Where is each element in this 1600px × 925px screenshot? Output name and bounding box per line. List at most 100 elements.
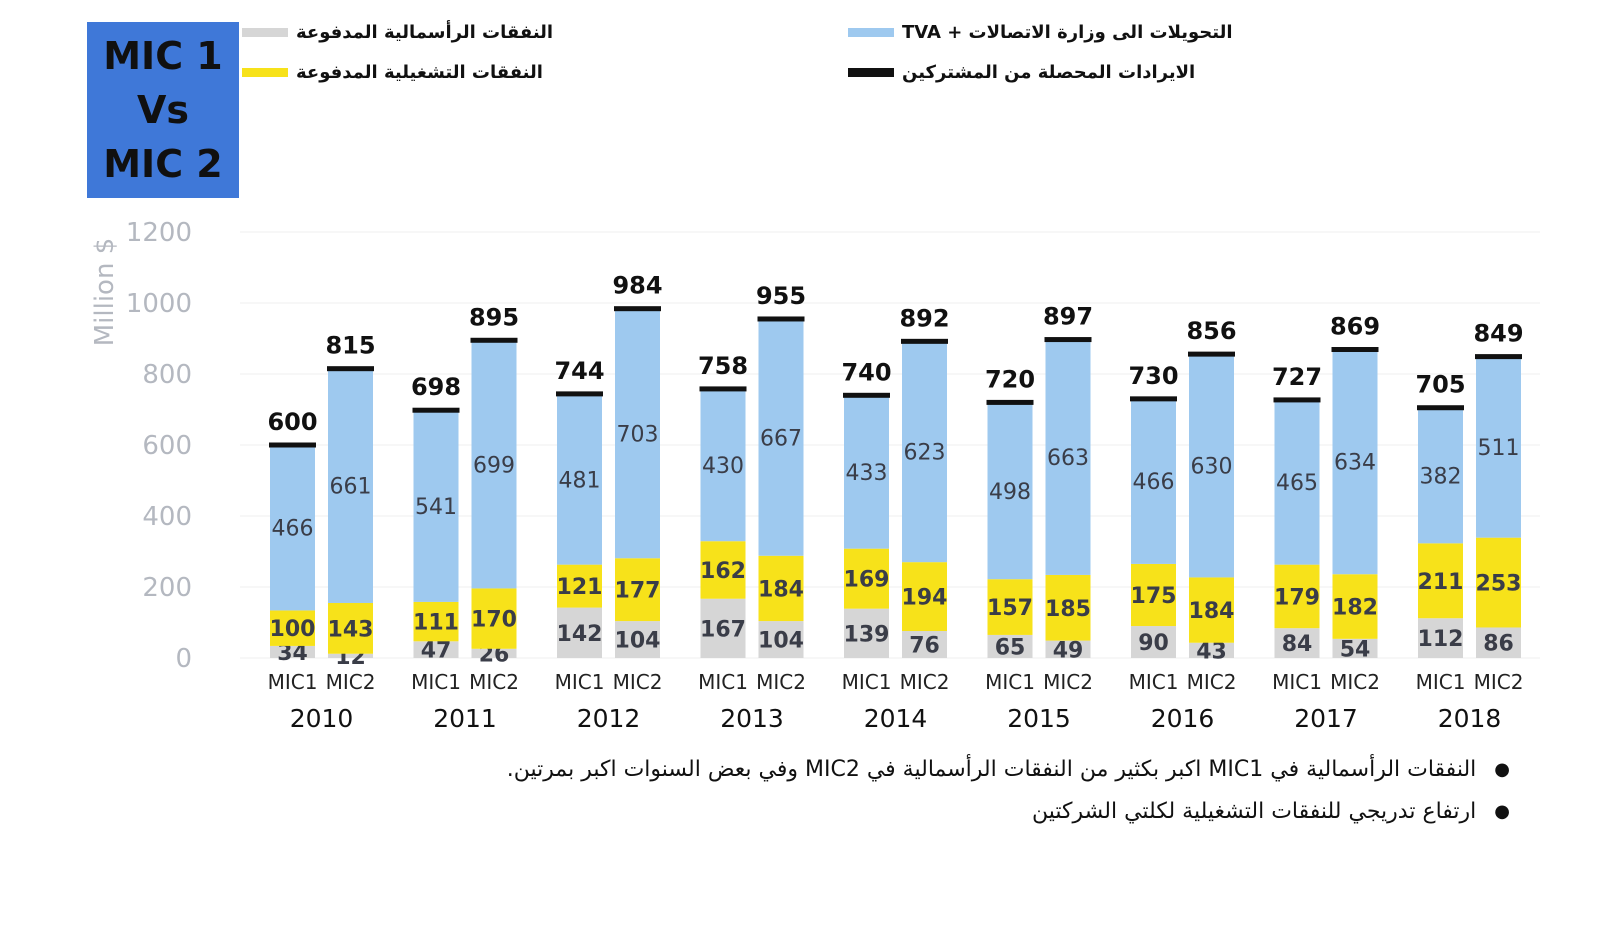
bar-segment — [844, 608, 889, 658]
data-label: 465 — [1276, 471, 1318, 496]
x-year-label: 2012 — [577, 704, 641, 733]
y-axis-label: Million $ — [90, 238, 120, 347]
y-tick-label: 400 — [142, 502, 192, 532]
x-year-label: 2017 — [1294, 704, 1358, 733]
total-label: 600 — [267, 408, 317, 436]
revenue-marker — [269, 442, 316, 448]
bar-segment — [1418, 543, 1463, 619]
total-label: 740 — [841, 358, 891, 386]
data-label: 253 — [1476, 572, 1522, 597]
data-label: 49 — [1053, 638, 1084, 663]
x-sub-label: MIC1 — [1272, 670, 1322, 694]
data-label: 541 — [415, 495, 457, 520]
bullet-text: ارتفاع تدريجي للنفقات التشغيلية لكلتي ال… — [1032, 798, 1477, 824]
bar-segment — [413, 409, 459, 602]
bar-segment — [1189, 642, 1234, 658]
data-label: 511 — [1478, 436, 1520, 461]
bar-segment — [1274, 564, 1320, 629]
revenue-marker — [986, 399, 1034, 405]
legend-revenue-swatch — [848, 68, 894, 77]
revenue-marker — [699, 386, 747, 392]
data-label: 184 — [1189, 599, 1235, 624]
revenue-marker — [1044, 337, 1092, 343]
y-tick-label: 0 — [175, 644, 192, 674]
data-label: 667 — [760, 426, 802, 451]
title-box: MIC 1 Vs MIC 2 — [87, 22, 239, 198]
data-label: 481 — [559, 468, 601, 493]
revenue-marker — [556, 391, 603, 397]
y-tick-label: 1000 — [126, 289, 192, 319]
data-label: 65 — [995, 635, 1026, 660]
y-tick-label: 1200 — [126, 218, 192, 248]
data-label: 86 — [1483, 632, 1514, 657]
data-label: 104 — [615, 629, 661, 654]
data-label: 466 — [272, 517, 314, 542]
bar-segment — [1274, 628, 1320, 658]
data-label: 169 — [844, 568, 890, 593]
legend-opex-swatch — [242, 68, 288, 77]
bar-segment — [758, 555, 804, 622]
bullet-item: ● ارتفاع تدريجي للنفقات التشغيلية لكلتي … — [310, 790, 1510, 832]
x-sub-label: MIC2 — [613, 670, 663, 694]
bar-segment — [270, 445, 315, 611]
x-year-label: 2013 — [720, 704, 784, 733]
data-label: 121 — [557, 575, 603, 600]
bullet-dot-icon: ● — [1494, 758, 1510, 780]
bar-segment — [902, 562, 947, 632]
bar-segment — [1131, 398, 1176, 564]
bar-segment — [844, 394, 889, 549]
total-label: 849 — [1473, 320, 1523, 348]
bar-segment — [1045, 574, 1091, 641]
total-label: 730 — [1128, 362, 1178, 390]
bar-segment — [700, 541, 746, 599]
data-label: 139 — [844, 622, 890, 647]
legend-revenue: الايرادات المحصلة من المشتركين — [848, 62, 1195, 83]
legend-transfers-swatch — [848, 28, 894, 37]
legend-capex-swatch — [242, 28, 288, 37]
legend-capex: النفقات الرأسمالية المدفوعة — [242, 22, 553, 43]
data-label: 634 — [1334, 451, 1376, 476]
data-label: 175 — [1131, 584, 1177, 609]
legend-opex: النفقات التشغيلية المدفوعة — [242, 62, 543, 83]
total-label: 705 — [1415, 371, 1465, 399]
data-label: 699 — [473, 453, 515, 478]
x-year-label: 2018 — [1438, 704, 1502, 733]
bar-segment — [700, 598, 746, 658]
bar-segment — [1131, 563, 1176, 627]
x-year-label: 2014 — [864, 704, 928, 733]
y-tick-label: 800 — [142, 360, 192, 390]
x-year-label: 2010 — [290, 704, 354, 733]
data-label: 703 — [617, 422, 659, 447]
bar-segment — [413, 601, 459, 642]
bar-segment — [1131, 626, 1176, 658]
data-label: 661 — [330, 475, 372, 500]
bar-segment — [1332, 574, 1378, 639]
data-label: 111 — [413, 611, 459, 636]
x-sub-label: MIC2 — [469, 670, 519, 694]
bar-segment — [1189, 353, 1234, 578]
data-label: 112 — [1418, 627, 1464, 652]
bar-segment — [902, 340, 947, 563]
data-label: 211 — [1418, 570, 1464, 595]
bar-segment — [1332, 638, 1378, 658]
bar-segment — [1189, 577, 1234, 643]
bar-segment — [987, 579, 1033, 635]
bar-segment — [615, 558, 660, 622]
bar-segment — [471, 648, 517, 658]
bar-segment — [471, 340, 517, 589]
x-sub-label: MIC2 — [326, 670, 376, 694]
x-sub-label: MIC1 — [1416, 670, 1466, 694]
bar-segment — [328, 368, 373, 603]
bar-segment — [328, 653, 373, 658]
x-year-label: 2015 — [1007, 704, 1071, 733]
bullet-item: ● النفقات الرأسمالية في MIC1 اكبر بكثير … — [310, 748, 1510, 790]
revenue-marker — [1188, 351, 1235, 357]
bar-segment — [844, 548, 889, 609]
revenue-marker — [412, 407, 460, 413]
title-line-3: MIC 2 — [103, 142, 223, 186]
bar-segment — [1045, 339, 1091, 575]
bar-segment — [1274, 399, 1320, 565]
x-sub-label: MIC1 — [1129, 670, 1179, 694]
data-label: 430 — [702, 454, 744, 479]
